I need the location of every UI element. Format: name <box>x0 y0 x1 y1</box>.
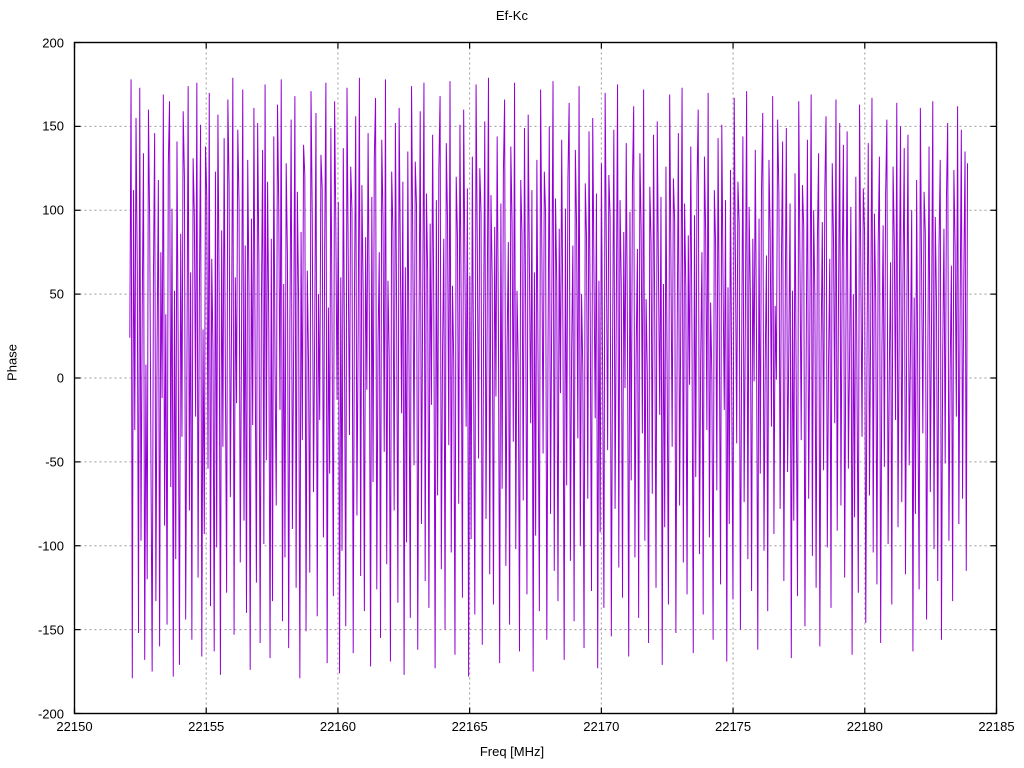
x-tick-label: 22150 <box>56 719 93 734</box>
x-tick-label: 22180 <box>846 719 883 734</box>
chart-title: Ef-Kc <box>495 8 529 23</box>
y-tick-label: -150 <box>37 622 64 638</box>
y-tick-label: 150 <box>42 118 64 134</box>
x-tick-label: 22160 <box>319 719 356 734</box>
y-tick-label: 100 <box>42 202 64 218</box>
y-tick-label: -50 <box>45 454 64 470</box>
y-tick-label: -100 <box>37 538 64 554</box>
x-tick-label: 22170 <box>583 719 620 734</box>
x-tick-label: 22175 <box>714 719 752 734</box>
y-tick-label: -200 <box>37 706 64 721</box>
x-axis-label: Freq [MHz] <box>479 744 545 759</box>
x-tick-label: 22155 <box>188 719 225 734</box>
y-tick-label: 0 <box>56 370 64 386</box>
x-tick-label: 22165 <box>451 719 488 734</box>
y-tick-label: 200 <box>42 35 64 50</box>
plot-frame <box>73 41 998 715</box>
data-series-ef-kc <box>129 77 969 679</box>
y-tick-label: 50 <box>49 286 64 302</box>
x-tick-label: 22185 <box>978 719 1015 734</box>
